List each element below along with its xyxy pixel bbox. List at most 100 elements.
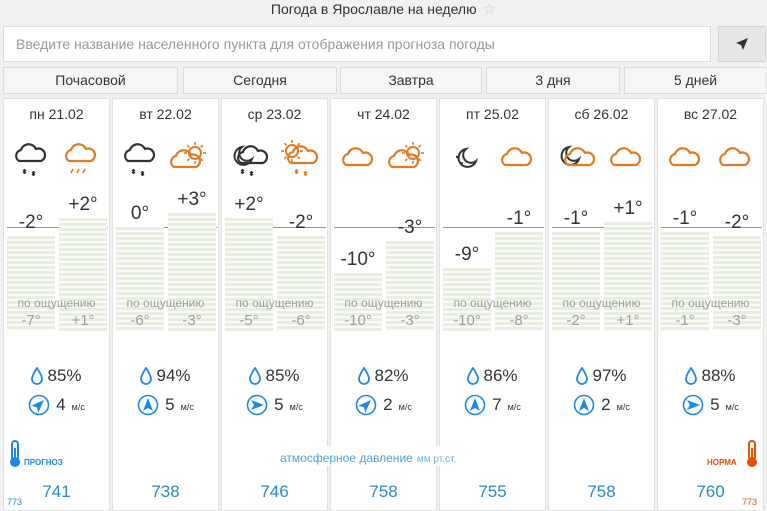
humidity: 85%: [222, 366, 327, 386]
wind-direction-icon: [355, 394, 377, 416]
wind-speed: 2: [601, 395, 611, 414]
temperature-day: +1°: [613, 198, 643, 220]
wind-direction-icon: [464, 394, 486, 416]
wind: 2 м/с: [549, 394, 654, 416]
temperature-bar-day: [713, 236, 761, 331]
search-input[interactable]: [4, 27, 710, 61]
feels-like-label: по ощущению: [235, 296, 314, 310]
feels-like-label: по ощущению: [17, 296, 96, 310]
feels-like-label: по ощущению: [126, 296, 205, 310]
sun-cloud-icon: [169, 139, 209, 179]
wind-unit: м/с: [289, 402, 303, 412]
wind: 5 м/с: [222, 394, 327, 416]
feels-like-day: -3°: [400, 312, 420, 329]
temperature-bar-day: [59, 217, 107, 331]
wind-direction-icon: [682, 394, 704, 416]
day-label: пт 25.02: [466, 106, 519, 122]
temperature-day: +2°: [68, 193, 98, 215]
page-header: Погода в Ярославле на неделю ☆: [0, 0, 767, 20]
cloud-icon: [714, 139, 754, 179]
sun-cloud-snow-icon: [278, 139, 319, 179]
temperature-day: -2°: [288, 212, 314, 234]
feels-like-night: -7°: [21, 312, 41, 329]
temperature-day: -3°: [397, 216, 423, 238]
day-column[interactable]: ср 23.02 +2° -5° -2° -6° по ощущению 85% 5 м/с 74…: [221, 98, 328, 511]
temperature-day: -2°: [724, 212, 750, 234]
wind-direction-icon: [246, 394, 268, 416]
wind-speed: 2: [383, 395, 393, 414]
zero-line: [116, 227, 217, 228]
temperature-bar-day: [495, 231, 543, 331]
temperature-night: -1°: [563, 207, 589, 229]
temperature-night: 0°: [130, 203, 150, 224]
temperature-bar-night: [334, 273, 382, 331]
humidity-drop-icon: [249, 367, 262, 385]
temperature-bar-night: [661, 231, 709, 331]
wind: 5 м/с: [658, 394, 763, 416]
humidity-value: 82%: [374, 366, 409, 385]
humidity: 97%: [549, 366, 654, 386]
day-column[interactable]: пн 21.02 -2° -7° +2° +1° по ощущению 85% 4 м/с 74…: [3, 98, 110, 511]
moon-cloud-snow-icon: [228, 139, 269, 179]
pressure-value: 746: [260, 482, 289, 501]
pressure-caption-background: [270, 446, 500, 466]
zero-line: [7, 227, 108, 228]
humidity-value: 97%: [592, 366, 627, 385]
cloud-icon: [337, 139, 377, 179]
wind-unit: м/с: [71, 402, 85, 412]
wind: 4 м/с: [4, 394, 109, 416]
tab-today[interactable]: Сегодня: [183, 67, 337, 94]
temperature-bar-day: [168, 213, 216, 331]
wind-direction-icon: [28, 394, 50, 416]
day-label: вс 27.02: [683, 106, 738, 122]
wind-unit: м/с: [507, 402, 521, 412]
tab-3-days[interactable]: 3 дня: [486, 67, 620, 94]
wind: 5 м/с: [113, 394, 218, 416]
wind-direction-icon: [573, 394, 595, 416]
location-arrow-icon: [736, 38, 748, 50]
humidity-value: 85%: [47, 366, 82, 385]
locate-button[interactable]: [718, 26, 766, 62]
pressure-caption: атмосферное давление мм рт.ст.: [280, 451, 456, 465]
humidity: 82%: [331, 366, 436, 386]
humidity-drop-icon: [358, 367, 371, 385]
feels-like-label: по ощущению: [671, 296, 750, 310]
pressure-value: 758: [369, 482, 398, 501]
cloud-icon: [664, 139, 704, 179]
day-column[interactable]: сб 26.02 -1° -2° +1° +1° по ощущению 97% 2 м/с 75…: [548, 98, 655, 511]
feels-like-night: -5°: [239, 312, 259, 329]
day-column[interactable]: пт 25.02 -9° -10° -1° -8° по ощущению 86% 7 м/с 7…: [439, 98, 546, 511]
moon-icon: [446, 139, 486, 179]
pressure-value: 755: [478, 482, 507, 501]
thermometer-norm-icon: [747, 440, 757, 467]
humidity-drop-icon: [685, 367, 698, 385]
sun-cloud-icon: [387, 139, 427, 179]
humidity: 94%: [113, 366, 218, 386]
day-column[interactable]: вс 27.02 -1° -1° -2° -3° по ощущению 88% 5 м/с 76…: [657, 98, 764, 511]
cloud-icon: [496, 139, 536, 179]
favorite-star-icon[interactable]: ☆: [482, 1, 497, 18]
humidity-value: 86%: [483, 366, 518, 385]
norm-label: НОРМА: [707, 458, 737, 467]
tab-hourly[interactable]: Почасовой: [3, 67, 178, 94]
thermometer-forecast-icon: [10, 440, 20, 467]
tab-5-days[interactable]: 5 дней: [624, 67, 767, 94]
feels-like-night: -10°: [453, 312, 481, 329]
forecast-label: ПРОГНОЗ: [24, 458, 63, 467]
wind-unit: м/с: [725, 402, 739, 412]
tab-tomorrow[interactable]: Завтра: [340, 67, 482, 94]
wind-unit: м/с: [616, 402, 630, 412]
day-column[interactable]: вт 22.02 0° -6° +3° -3° по ощущению 94% 5 м/с 738: [112, 98, 219, 511]
feels-like-night: -1°: [675, 312, 695, 329]
temperature-night: +2°: [234, 193, 264, 215]
feels-like-day: -3°: [182, 312, 202, 329]
forecast-tabs: Почасовой Сегодня Завтра 3 дня 5 дней: [3, 67, 767, 94]
temperature-bar-night: [116, 227, 164, 331]
feels-like-label: по ощущению: [344, 296, 423, 310]
feels-like-day: -8°: [509, 312, 529, 329]
feels-like-night: -6°: [130, 312, 150, 329]
pressure-caption-text: атмосферное давление: [280, 451, 413, 465]
search-box: [3, 26, 711, 62]
day-column[interactable]: чт 24.02 -10° -10° -3° -3° по ощущению 82% 2 м/с…: [330, 98, 437, 511]
wind-speed: 4: [56, 395, 66, 414]
